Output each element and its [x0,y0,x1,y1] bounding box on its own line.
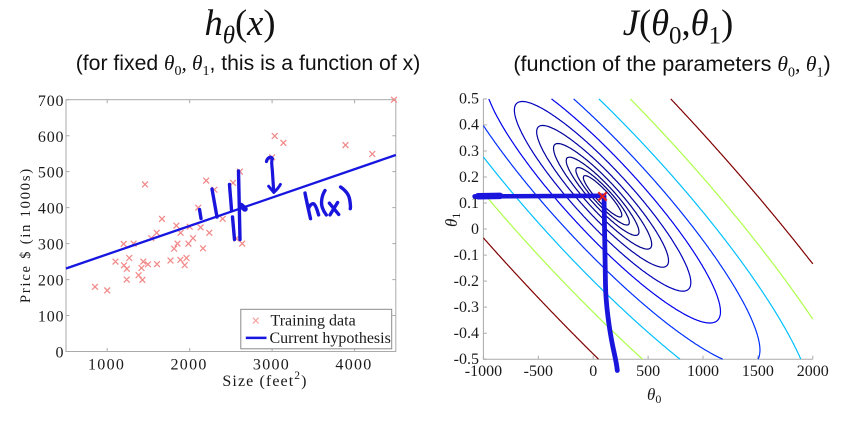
svg-text:400: 400 [38,201,64,218]
svg-text:1500: 1500 [742,363,774,380]
svg-text:0: 0 [471,221,479,238]
svg-text:0: 0 [589,363,597,380]
svg-text:0: 0 [55,345,64,362]
svg-text:-500: -500 [524,363,553,380]
svg-text:Training data: Training data [271,313,356,330]
svg-text:-0.3: -0.3 [454,299,479,316]
svg-text:1000: 1000 [88,357,125,374]
svg-text:-0.5: -0.5 [454,351,479,368]
svg-text:0.1: 0.1 [459,195,479,212]
svg-text:200: 200 [38,273,64,290]
svg-text:-0.2: -0.2 [454,273,479,290]
svg-text:-0.4: -0.4 [454,325,479,342]
svg-text:0.4: 0.4 [459,117,479,134]
svg-text:Size (feet2): Size (feet2) [222,370,307,390]
svg-text:500: 500 [636,363,660,380]
svg-text:2000: 2000 [797,363,829,380]
svg-text:500: 500 [38,165,64,182]
svg-text:0.2: 0.2 [459,169,479,186]
svg-text:0.3: 0.3 [459,143,479,160]
svg-text:2000: 2000 [170,357,207,374]
svg-text:θ0: θ0 [647,385,661,406]
svg-text:600: 600 [38,129,64,146]
svg-text:Price $ (in 1000s): Price $ (in 1000s) [18,167,34,303]
svg-text:100: 100 [38,309,64,326]
svg-text:0.5: 0.5 [459,91,479,108]
svg-text:-0.1: -0.1 [454,247,479,264]
svg-text:θ1: θ1 [442,213,463,227]
svg-text:-1000: -1000 [465,363,502,380]
svg-text:700: 700 [38,93,64,110]
svg-text:Current hypothesis: Current hypothesis [270,330,391,347]
svg-text:3000: 3000 [253,357,290,374]
svg-text:1000: 1000 [687,363,719,380]
svg-text:300: 300 [38,237,64,254]
svg-text:4000: 4000 [335,357,372,374]
